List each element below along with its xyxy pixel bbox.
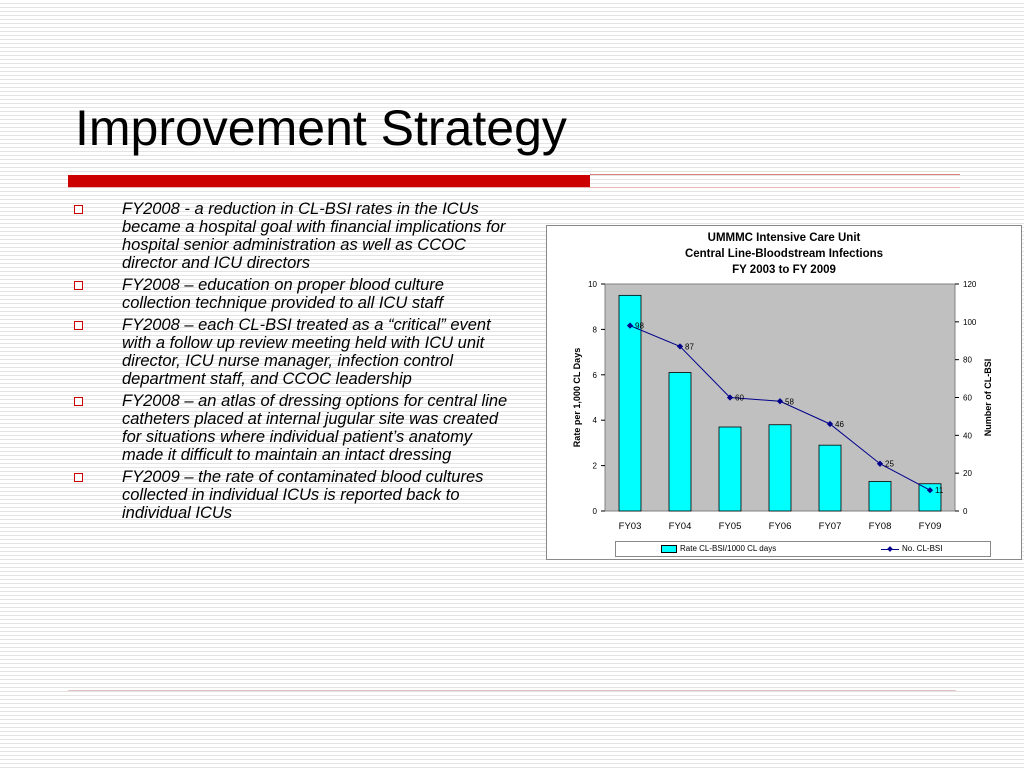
- y2-tick-label: 0: [963, 507, 968, 516]
- data-label: 46: [835, 420, 844, 429]
- data-label: 58: [785, 397, 794, 406]
- y-tick-label: 0: [593, 507, 598, 516]
- legend-item-count: No. CL-BSI: [881, 544, 942, 553]
- bar-fy04: [668, 372, 692, 512]
- bar-fy06: [768, 424, 792, 512]
- data-label: 98: [635, 322, 644, 331]
- x-tick-label: FY03: [619, 521, 642, 532]
- title-underline-rule: [590, 174, 960, 175]
- y2-tick-label: 20: [963, 469, 972, 478]
- y2-tick-label: 100: [963, 318, 977, 327]
- data-label: 25: [885, 460, 894, 469]
- bullet-list: FY2008 - a reduction in CL-BSI rates in …: [72, 200, 512, 526]
- chart-subtitle: Central Line-Bloodstream Infections: [684, 248, 884, 260]
- bullet-text: FY2008 – an atlas of dressing options fo…: [122, 392, 508, 464]
- title-underline-bar: [68, 175, 590, 187]
- y2-tick-label: 120: [963, 280, 977, 289]
- y-tick-label: 6: [593, 371, 598, 380]
- chart-subtitle-years: FY 2003 to FY 2009: [732, 264, 836, 276]
- bar-fy03: [618, 294, 642, 512]
- bullet-item: FY2008 - a reduction in CL-BSI rates in …: [72, 200, 512, 272]
- y-tick-label: 4: [593, 416, 598, 425]
- data-label: 11: [935, 486, 944, 495]
- y2-tick-label: 80: [963, 356, 972, 365]
- x-tick-label: FY05: [719, 521, 742, 532]
- square-bullet-icon: [74, 397, 83, 406]
- square-bullet-icon: [74, 321, 83, 330]
- y2-axis-label: Number of CL-BSI: [983, 359, 993, 437]
- footer-rule: [68, 690, 956, 691]
- square-bullet-icon: [74, 473, 83, 482]
- bullet-item: FY2008 – each CL-BSI treated as a “criti…: [72, 316, 512, 388]
- title-underline-thin: [68, 187, 960, 188]
- y-tick-label: 8: [593, 325, 598, 334]
- bar-fy08: [868, 481, 892, 512]
- bullet-text: FY2008 – each CL-BSI treated as a “criti…: [122, 316, 491, 388]
- y2-tick-label: 40: [963, 431, 972, 440]
- x-tick-label: FY04: [669, 521, 692, 532]
- bullet-text: FY2009 – the rate of contaminated blood …: [122, 468, 484, 522]
- chart-title-block: UMMMC Intensive Care Unit Central Line-B…: [547, 230, 1021, 278]
- chart-container: UMMMC Intensive Care Unit Central Line-B…: [546, 225, 1022, 560]
- bullet-item: FY2008 – education on proper blood cultu…: [72, 276, 512, 312]
- x-tick-label: FY09: [919, 521, 942, 532]
- bullet-item: FY2008 – an atlas of dressing options fo…: [72, 392, 512, 464]
- bar-swatch-icon: [661, 544, 677, 553]
- x-tick-label: FY07: [819, 521, 842, 532]
- legend-label-rate: Rate CL-BSI/1000 CL days: [680, 544, 777, 553]
- bullet-text: FY2008 - a reduction in CL-BSI rates in …: [122, 200, 506, 272]
- data-label: 60: [735, 394, 744, 403]
- chart-title: UMMMC Intensive Care Unit: [707, 232, 861, 244]
- bullet-item: FY2009 – the rate of contaminated blood …: [72, 468, 512, 522]
- square-bullet-icon: [74, 281, 83, 290]
- y2-tick-label: 60: [963, 394, 972, 403]
- bar-fy09: [918, 483, 942, 512]
- chart-legend: Rate CL-BSI/1000 CL days No. CL-BSI: [615, 541, 991, 557]
- data-label: 87: [685, 342, 694, 351]
- bar-fy07: [818, 444, 842, 512]
- x-tick-label: FY06: [769, 521, 792, 532]
- y-tick-label: 10: [588, 280, 597, 289]
- bullet-text: FY2008 – education on proper blood cultu…: [122, 276, 444, 312]
- bar-fy05: [718, 426, 742, 512]
- square-bullet-icon: [74, 205, 83, 214]
- line-marker-icon: [881, 545, 899, 553]
- slide-title: Improvement Strategy: [75, 100, 567, 156]
- legend-label-count: No. CL-BSI: [902, 544, 943, 553]
- legend-item-rate: Rate CL-BSI/1000 CL days: [661, 544, 776, 553]
- y-axis-label: Rate per 1,000 CL Days: [572, 348, 582, 447]
- y-tick-label: 2: [593, 462, 598, 471]
- x-tick-label: FY08: [869, 521, 892, 532]
